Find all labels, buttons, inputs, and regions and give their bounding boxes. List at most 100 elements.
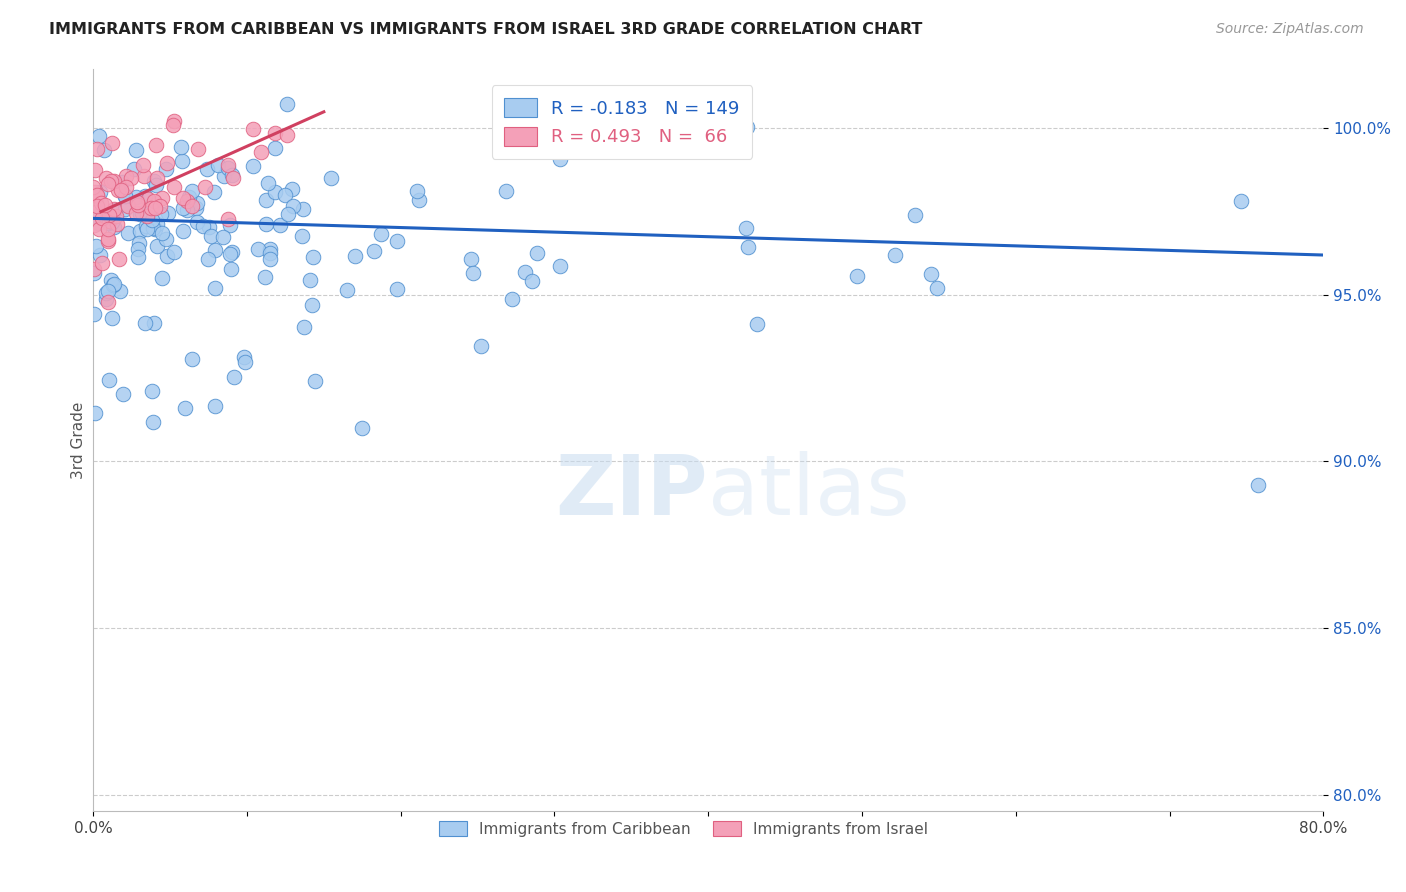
Point [97,285,120,299]
Point [132,169,155,184]
Point [150,191,173,205]
Point [136,222,159,236]
Point [1247,478,1270,492]
Point [125,144,148,158]
Point [276,96,298,111]
Point [86,188,108,202]
Point [501,292,523,306]
Point [170,154,193,169]
Point [461,266,484,280]
Point [200,228,222,243]
Point [97,208,120,222]
Point [249,145,271,159]
Point [254,217,277,231]
Point [405,184,427,198]
Point [247,242,270,256]
Point [163,245,186,260]
Point [86,239,108,253]
Point [204,281,226,295]
Text: Source: ZipAtlas.com: Source: ZipAtlas.com [1216,22,1364,37]
Point [221,245,243,260]
Point [350,421,373,435]
Point [111,175,134,189]
Point [127,197,149,211]
Point [86,205,108,219]
Point [128,236,150,251]
Point [281,199,304,213]
Point [277,207,299,221]
Legend: Immigrants from Caribbean, Immigrants from Israel: Immigrants from Caribbean, Immigrants fr… [432,814,936,845]
Point [291,228,314,243]
Point [134,316,156,330]
Point [87,129,110,144]
Point [96,286,118,301]
Point [98,213,121,227]
Point [470,338,492,352]
Point [177,190,200,204]
Point [146,170,169,185]
Point [97,374,120,388]
Point [513,265,536,279]
Point [103,174,125,188]
Point [207,158,229,172]
Point [93,198,115,212]
Point [105,209,128,223]
Point [84,163,107,178]
Point [257,176,280,190]
Point [127,242,149,256]
Point [221,168,243,182]
Point [522,274,544,288]
Point [100,174,122,188]
Point [263,126,285,140]
Point [150,207,173,221]
Point [904,208,927,222]
Point [920,267,942,281]
Point [146,218,169,232]
Point [156,249,179,263]
Point [548,152,571,166]
Point [90,195,112,210]
Point [107,183,129,197]
Point [385,282,408,296]
Point [101,215,124,229]
Point [202,185,225,199]
Point [495,184,517,198]
Point [143,201,166,215]
Point [548,259,571,273]
Point [925,281,948,295]
Point [138,192,160,206]
Point [259,243,281,257]
Point [254,270,277,285]
Point [101,277,124,292]
Point [105,217,128,231]
Point [142,220,165,235]
Point [97,234,120,248]
Point [194,179,217,194]
Point [172,191,194,205]
Point [174,401,197,415]
Point [181,184,204,198]
Point [211,230,233,244]
Y-axis label: 3rd Grade: 3rd Grade [72,401,86,478]
Point [259,252,281,266]
Point [127,250,149,264]
Point [90,255,112,269]
Point [91,211,114,226]
Point [408,194,430,208]
Point [128,206,150,220]
Point [103,202,125,216]
Point [184,201,207,215]
Point [242,121,264,136]
Point [163,114,186,128]
Point [170,140,193,154]
Point [254,193,277,207]
Point [186,196,208,211]
Point [304,374,326,388]
Point [156,156,179,170]
Text: IMMIGRANTS FROM CARIBBEAN VS IMMIGRANTS FROM ISRAEL 3RD GRADE CORRELATION CHART: IMMIGRANTS FROM CARIBBEAN VS IMMIGRANTS … [49,22,922,37]
Point [145,178,167,193]
Point [176,203,198,218]
Point [180,199,202,213]
Point [343,249,366,263]
Point [125,206,148,220]
